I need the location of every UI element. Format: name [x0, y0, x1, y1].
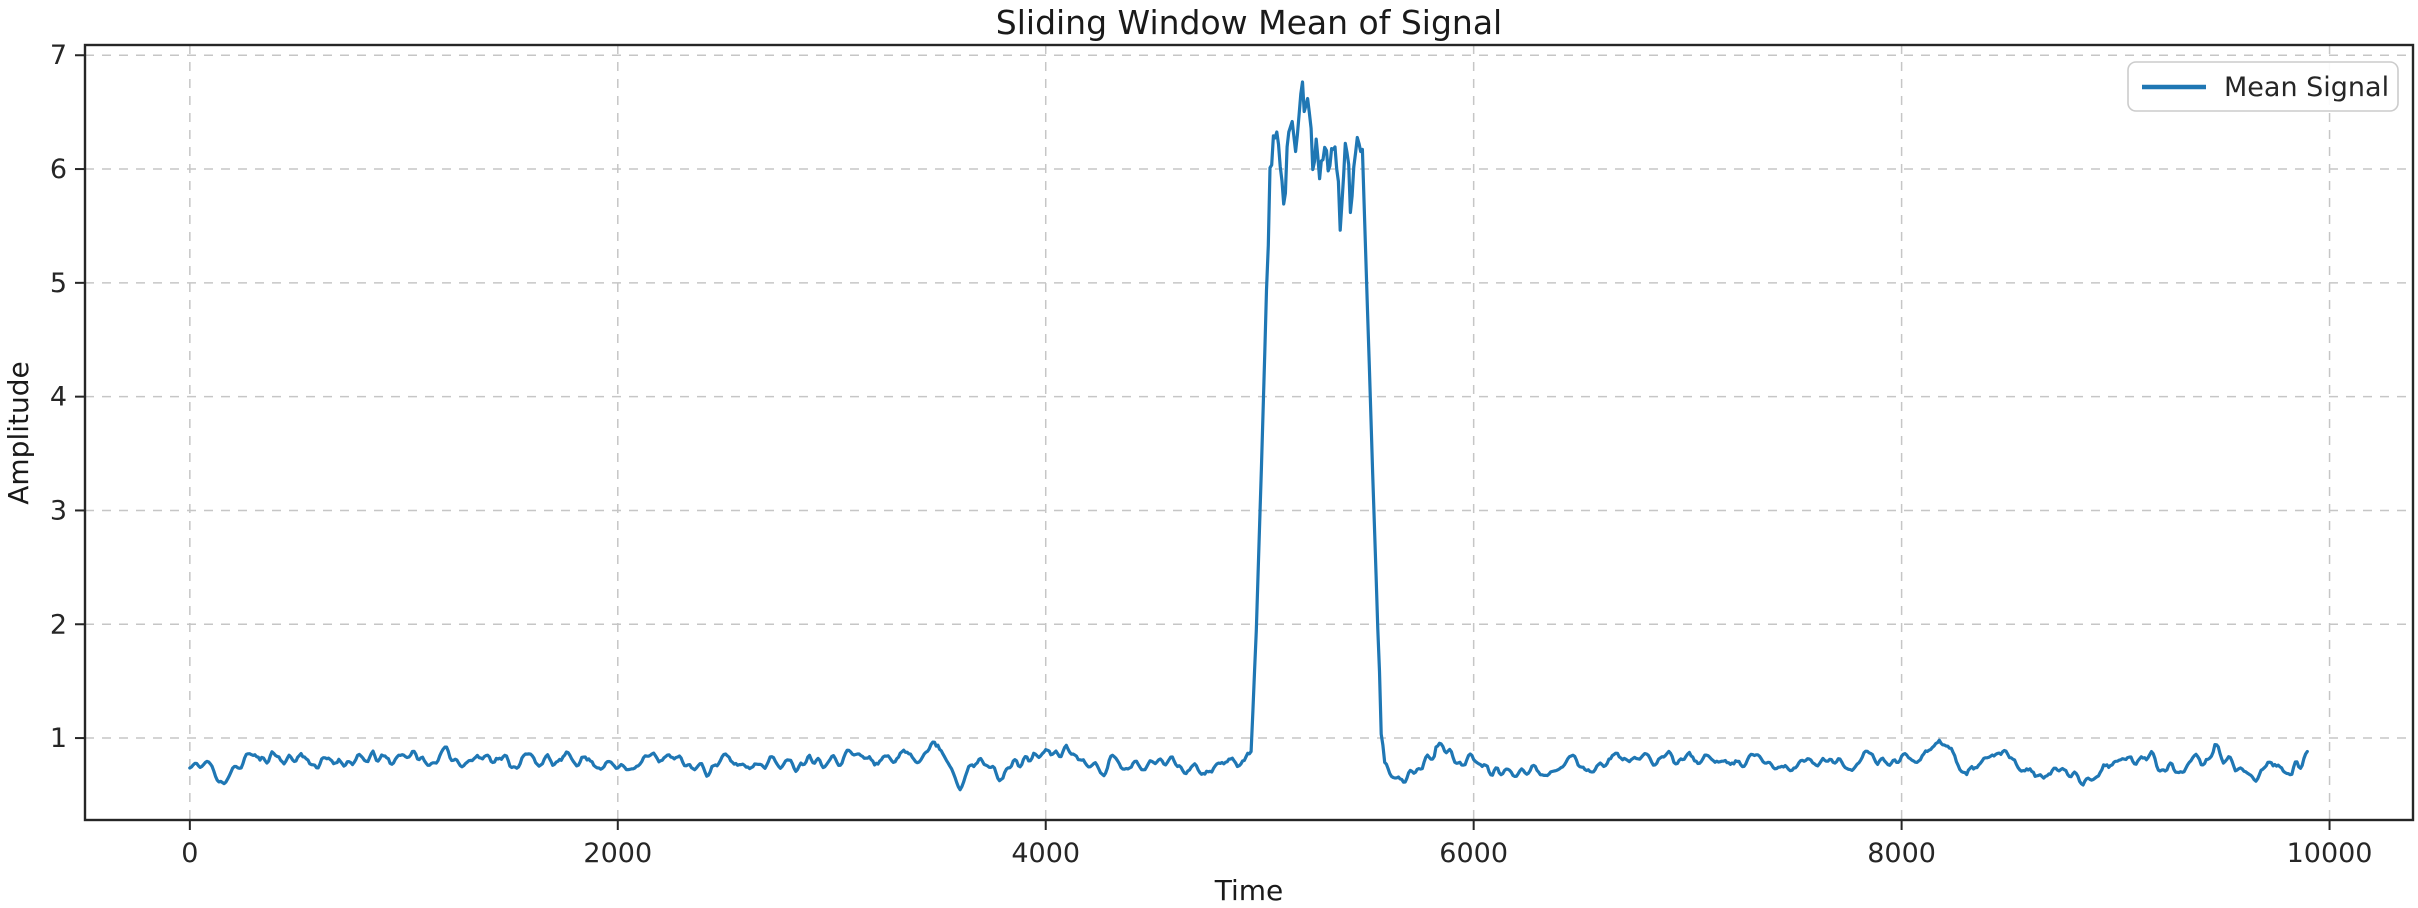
legend: Mean Signal	[2127, 61, 2399, 112]
x-tick-label: 2000	[583, 838, 652, 869]
y-tick-label: 5	[50, 268, 67, 299]
x-tick-label: 4000	[1011, 838, 1080, 869]
y-tick-label: 4	[50, 382, 67, 413]
plot-border	[83, 43, 2415, 822]
x-axis-label: Time	[1214, 874, 1284, 907]
legend-label: Mean Signal	[2224, 72, 2389, 103]
y-tick-label: 6	[50, 154, 67, 185]
x-tick-label: 10000	[2287, 838, 2373, 869]
legend-box	[2127, 61, 2399, 112]
grid-layer	[85, 45, 2413, 820]
y-tick-label: 3	[50, 495, 67, 526]
y-axis-label: Amplitude	[2, 361, 35, 505]
series-layer	[188, 80, 2309, 792]
y-tick-label: 2	[50, 609, 67, 640]
x-tick-label: 0	[181, 838, 198, 869]
y-tick-label: 7	[50, 40, 67, 71]
chart-title: Sliding Window Mean of Signal	[996, 3, 1502, 42]
y-tick-label: 1	[50, 723, 67, 754]
mean-signal-line	[188, 80, 2309, 792]
x-tick-label: 6000	[1439, 838, 1508, 869]
tick-layer: 0 2000 4000 6000 8000 10000 1 2 3 4 5 6 7	[50, 40, 2373, 869]
x-tick-label: 8000	[1867, 838, 1936, 869]
